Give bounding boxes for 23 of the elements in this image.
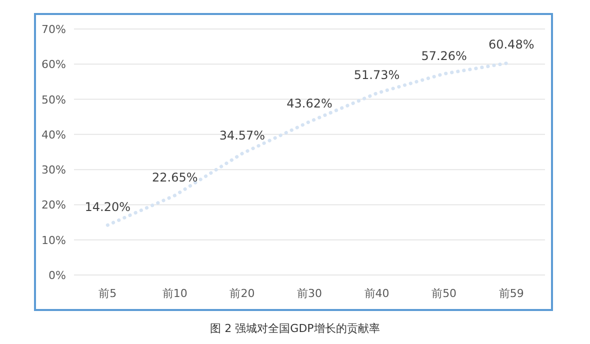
y-tick-label: 0% bbox=[48, 269, 66, 282]
x-tick-label: 前40 bbox=[364, 287, 390, 300]
x-tick-label: 前10 bbox=[162, 287, 188, 300]
text: 22.65% bbox=[152, 170, 198, 184]
caption: 图 2 强城对全国GDP增长的贡献率 bbox=[210, 322, 380, 335]
y-tick-label: 30% bbox=[42, 164, 66, 177]
text: 60.48% bbox=[488, 37, 534, 52]
text: 14.20% bbox=[84, 200, 131, 214]
y-tick-label: 60% bbox=[42, 58, 66, 72]
y-tick-label: 50% bbox=[42, 93, 66, 106]
text: 51.73% bbox=[354, 68, 400, 82]
y-tick-label: 70% bbox=[42, 23, 66, 36]
y-tick-label: 10% bbox=[42, 234, 66, 247]
text: 43.62% bbox=[286, 96, 332, 111]
y-tick-label: 20% bbox=[42, 198, 66, 212]
x-tick-label: 前5 bbox=[98, 287, 117, 300]
y-tick-label: 40% bbox=[42, 128, 66, 142]
x-tick-label: 前59 bbox=[498, 287, 524, 300]
x-tick-label: 前30 bbox=[297, 287, 322, 300]
text: 34.57% bbox=[219, 128, 266, 143]
text: 57.26% bbox=[421, 48, 467, 63]
x-tick-label: 前50 bbox=[432, 287, 457, 300]
x-tick-label: 前20 bbox=[230, 287, 255, 300]
